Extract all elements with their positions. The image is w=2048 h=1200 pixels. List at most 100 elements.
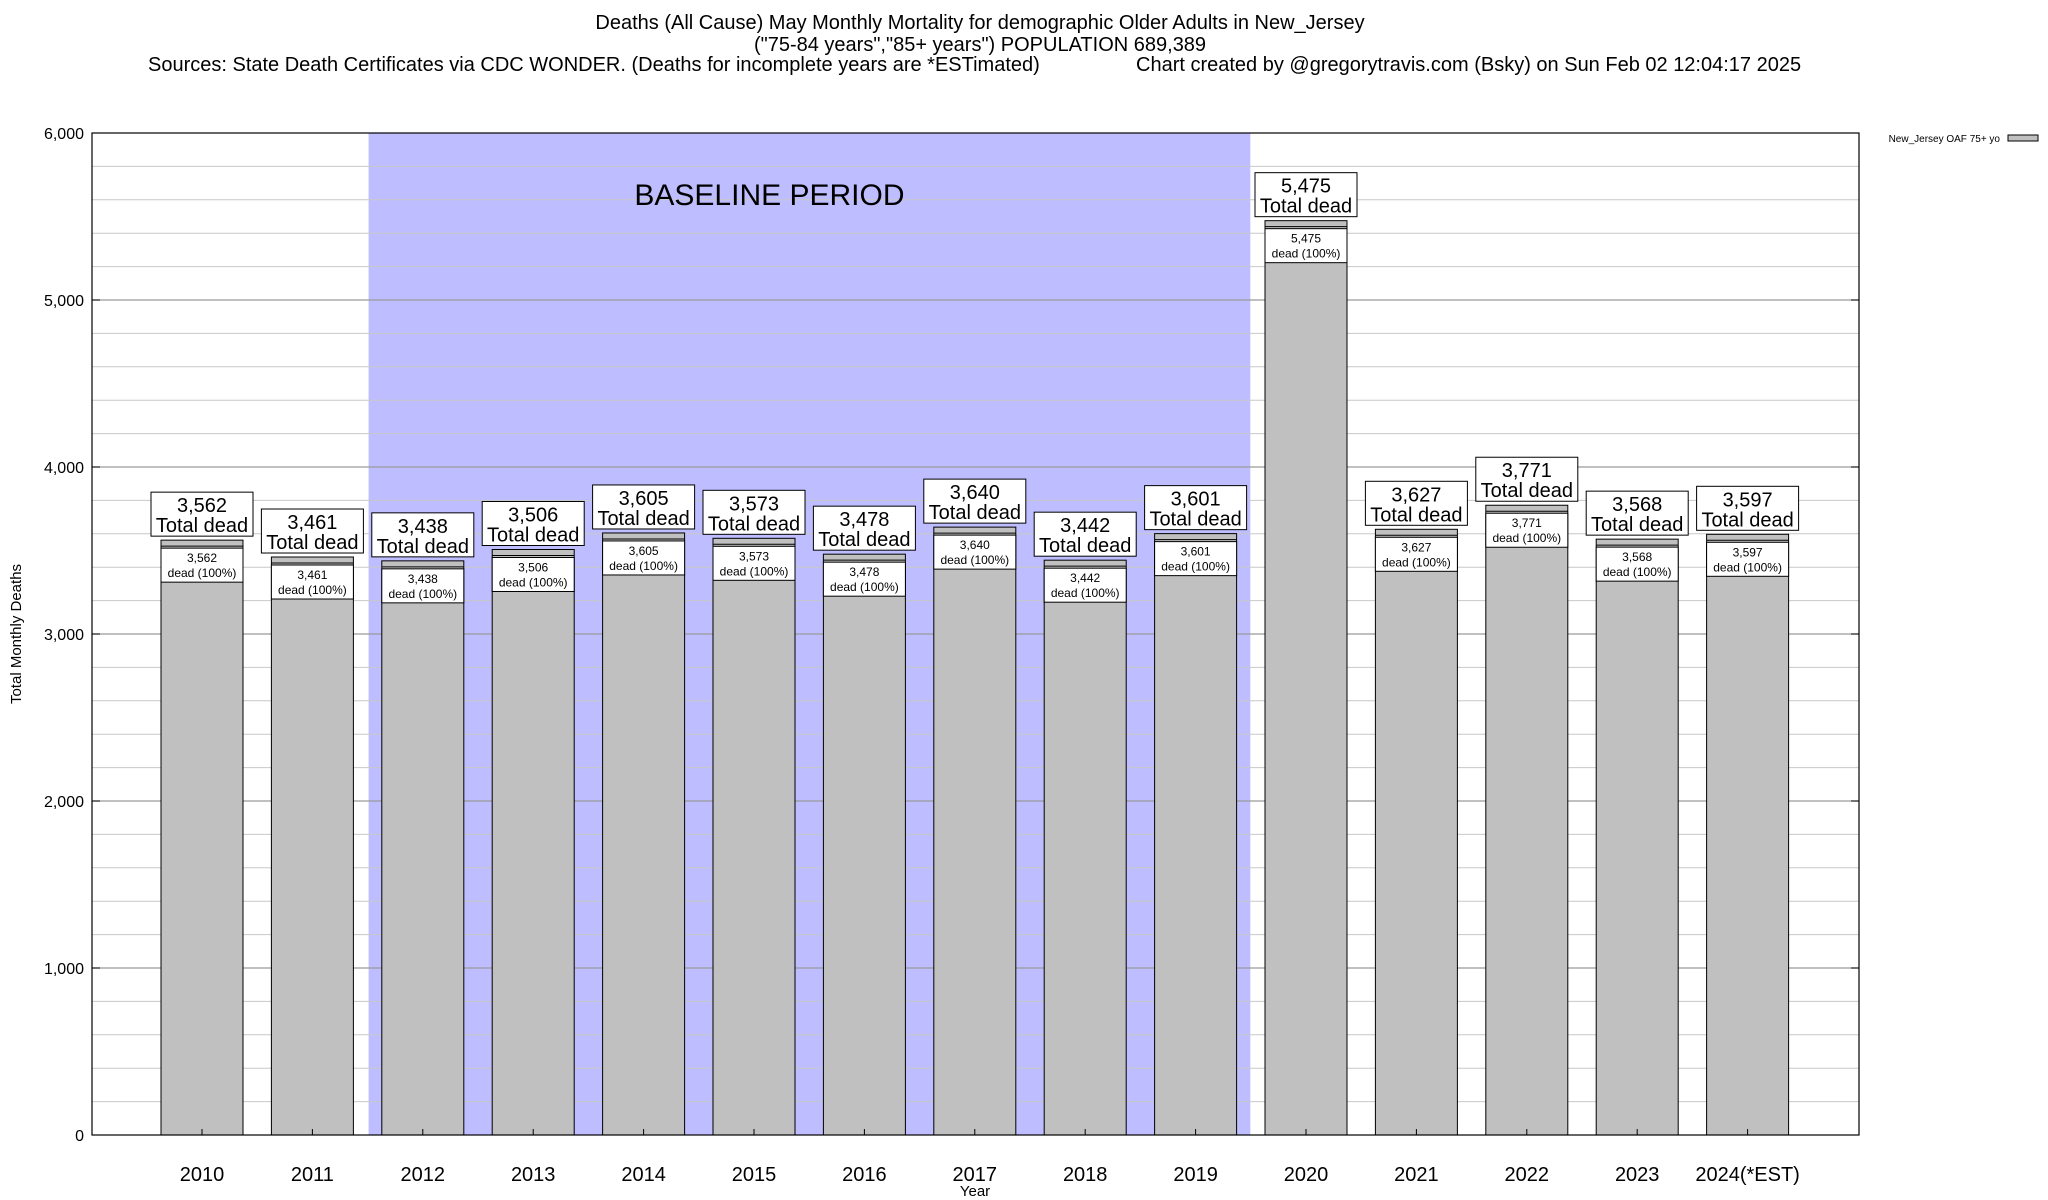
x-tick-label: 2015 [732, 1164, 777, 1186]
total-label-box [1364, 480, 1468, 526]
y-tick-label: 0 [75, 1128, 84, 1145]
x-tick-label: 2020 [1284, 1164, 1329, 1186]
segment-label-box [1706, 541, 1790, 577]
segment-label-box [822, 561, 906, 597]
total-value-label: 3,771 [1502, 460, 1552, 482]
segment-label-box [381, 568, 465, 604]
total-value-label: 3,568 [1612, 494, 1662, 516]
segment-pct-label: dead (100%) [388, 587, 457, 601]
segment-label-box [270, 564, 354, 600]
x-tick-label: 2022 [1505, 1164, 1550, 1186]
total-label-box [923, 478, 1027, 524]
segment-pct-label: dead (100%) [1051, 586, 1120, 600]
bar [822, 553, 906, 1136]
x-tick-label: 2016 [842, 1164, 887, 1186]
y-tick-label: 6,000 [44, 126, 84, 143]
segment-pct-label: dead (100%) [940, 553, 1009, 567]
bar [602, 532, 686, 1136]
segment-pct-label: dead (100%) [830, 580, 899, 594]
total-label-box [260, 508, 364, 554]
segment-label-box [933, 534, 1017, 570]
x-tick-label: 2021 [1394, 1164, 1439, 1186]
segment-value-label: 5,475 [1291, 232, 1321, 246]
segment-value-label: 3,601 [1181, 545, 1211, 559]
total-value-label: 3,601 [1171, 489, 1221, 511]
segment-value-label: 3,605 [629, 544, 659, 558]
segment-label-box [491, 556, 575, 592]
x-tick-label: 2024(*EST) [1695, 1164, 1800, 1186]
segment-value-label: 3,568 [1622, 550, 1652, 564]
x-tick-label: 2014 [621, 1164, 666, 1186]
bar [160, 539, 244, 1136]
credit-note: Chart created by @gregorytravis.com (Bsk… [1136, 54, 1802, 76]
segment-value-label: 3,478 [849, 565, 879, 579]
bar [1043, 559, 1127, 1136]
total-value-label: 3,442 [1060, 515, 1110, 537]
total-suffix-label: Total dead [1260, 196, 1352, 218]
y-axis-label: Total Monthly Deaths [8, 564, 25, 704]
sources-note: Sources: State Death Certificates via CD… [148, 54, 1040, 76]
total-label-box [702, 489, 806, 535]
segment-label-box [160, 547, 244, 583]
total-label-box [1475, 456, 1579, 502]
total-suffix-label: Total dead [1481, 480, 1573, 502]
bar [381, 560, 465, 1136]
total-suffix-label: Total dead [597, 508, 689, 530]
segment-label-box [1595, 546, 1679, 582]
total-value-label: 3,605 [619, 488, 669, 510]
total-value-label: 3,506 [508, 504, 558, 526]
total-label-box [150, 491, 254, 537]
total-suffix-label: Total dead [1701, 509, 1793, 531]
total-value-label: 5,475 [1281, 176, 1331, 198]
segment-pct-label: dead (100%) [1603, 565, 1672, 579]
segment-label-box [602, 540, 686, 576]
segment-pct-label: dead (100%) [1382, 555, 1451, 569]
bar [1374, 528, 1458, 1136]
total-suffix-label: Total dead [487, 524, 579, 546]
bar [491, 548, 575, 1136]
segment-pct-label: dead (100%) [609, 559, 678, 573]
segment-label-box [1485, 512, 1569, 548]
total-suffix-label: Total dead [156, 515, 248, 537]
segment-value-label: 3,640 [960, 538, 990, 552]
total-suffix-label: Total dead [377, 536, 469, 558]
segment-value-label: 3,771 [1512, 516, 1542, 530]
total-label-box [812, 505, 916, 551]
total-value-label: 3,627 [1391, 484, 1441, 506]
x-tick-label: 2012 [401, 1164, 446, 1186]
bar [1264, 220, 1348, 1136]
total-label-box [1585, 490, 1689, 536]
total-label-box [1254, 172, 1358, 218]
segment-label-box [1154, 541, 1238, 577]
segment-label-box [1374, 536, 1458, 572]
segment-pct-label: dead (100%) [1492, 531, 1561, 545]
x-tick-label: 2010 [180, 1164, 225, 1186]
total-label-box [592, 484, 696, 530]
chart-subtitle: ("75-84 years","85+ years") POPULATION 6… [753, 34, 1207, 56]
bar [1706, 533, 1790, 1136]
segment-pct-label: dead (100%) [499, 575, 568, 589]
bar [1154, 533, 1238, 1136]
segment-label-box [1043, 567, 1127, 603]
total-label-box [371, 512, 475, 558]
segment-value-label: 3,597 [1733, 545, 1763, 559]
x-tick-label: 2017 [953, 1164, 998, 1186]
legend-label: New_Jersey OAF 75+ yo [1889, 134, 2001, 145]
x-tick-label: 2019 [1173, 1164, 1218, 1186]
segment-pct-label: dead (100%) [1161, 560, 1230, 574]
segment-value-label: 3,573 [739, 549, 769, 563]
baseline-period-label: BASELINE PERIOD [634, 179, 904, 212]
segment-value-label: 3,442 [1070, 571, 1100, 585]
total-suffix-label: Total dead [1149, 509, 1241, 531]
total-value-label: 3,461 [287, 512, 337, 534]
total-value-label: 3,438 [398, 516, 448, 538]
x-tick-label: 2013 [511, 1164, 556, 1186]
total-suffix-label: Total dead [818, 529, 910, 551]
bar [933, 526, 1017, 1136]
segment-value-label: 3,562 [187, 551, 217, 565]
total-suffix-label: Total dead [1039, 535, 1131, 557]
y-tick-label: 5,000 [44, 293, 84, 310]
y-tick-label: 3,000 [44, 627, 84, 644]
bar [712, 537, 796, 1136]
segment-label-box [712, 545, 796, 581]
